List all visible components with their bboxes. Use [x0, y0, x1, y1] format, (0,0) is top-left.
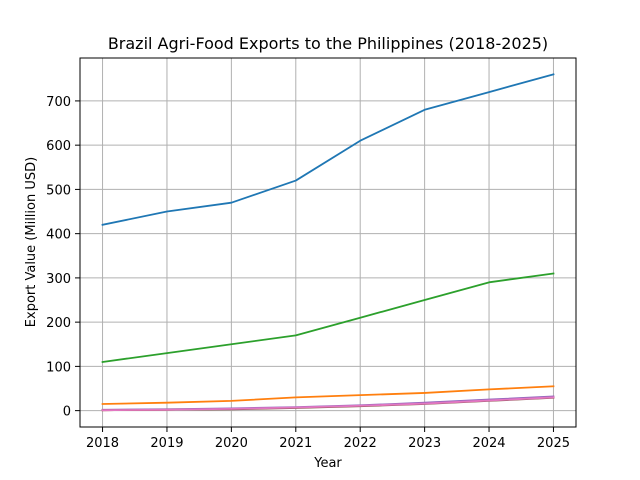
x-tick-label: 2022: [344, 436, 377, 451]
y-axis: 0 100 200 300 400 500 600 700: [46, 95, 80, 420]
plot-area-frame: [79, 57, 577, 428]
series-line-3: [101, 272, 555, 363]
series-line-1: [101, 73, 555, 226]
x-tick-label: 2024: [472, 436, 505, 451]
x-tick-label: 2025: [537, 436, 570, 451]
x-tick-label: 2018: [86, 436, 119, 451]
series-line-7: [101, 396, 555, 412]
y-tick-label: 400: [46, 228, 71, 243]
y-tick-label: 700: [46, 95, 71, 110]
x-axis-title: Year: [313, 456, 342, 471]
x-tick-label: 2019: [150, 436, 183, 451]
series-lines: [101, 73, 555, 412]
x-axis: 2018 2019 2020 2021 2022 2023 2024 2025: [86, 427, 570, 451]
y-axis-title: Export Value (Million USD): [24, 157, 39, 327]
x-tick-label: 2021: [279, 436, 312, 451]
x-tick-label: 2023: [408, 436, 441, 451]
y-tick-label: 600: [46, 139, 71, 154]
y-tick-label: 100: [46, 360, 71, 375]
y-tick-label: 0: [63, 405, 71, 420]
chart-title: Brazil Agri-Food Exports to the Philippi…: [108, 34, 548, 53]
y-tick-label: 500: [46, 183, 71, 198]
y-tick-label: 300: [46, 272, 71, 287]
series-line-2: [101, 385, 555, 405]
y-tick-label: 200: [46, 316, 71, 331]
x-tick-label: 2020: [215, 436, 248, 451]
